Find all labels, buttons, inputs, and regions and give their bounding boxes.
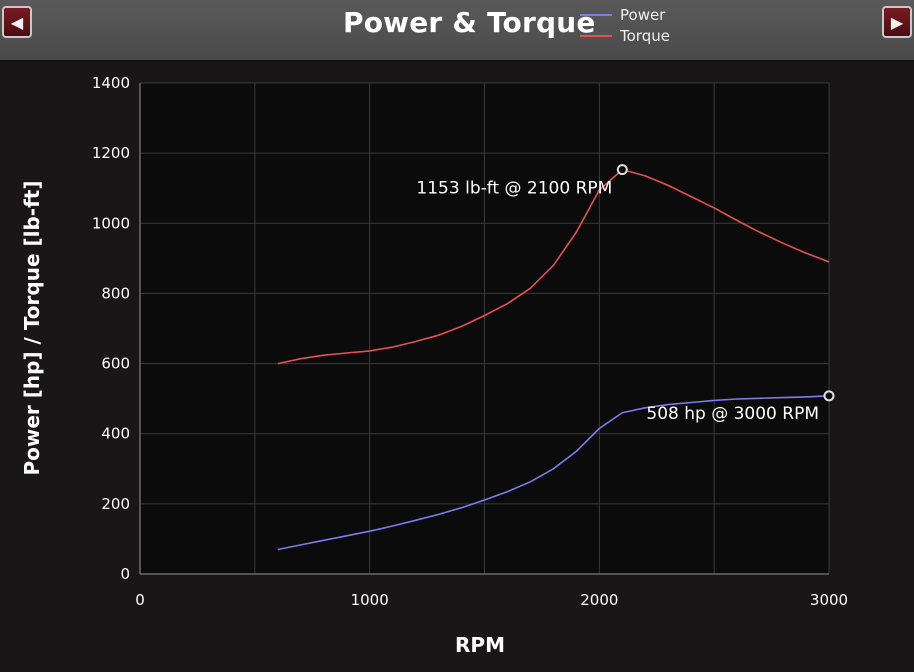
annotations: 1153 lb-ft @ 2100 RPM 508 hp @ 3000 RPM [416,164,835,424]
y-axis-ticks: 0 200 400 600 800 1000 1200 1400 [92,74,130,583]
x-tick-label: 1000 [351,591,389,609]
y-tick-label: 800 [101,284,130,302]
legend-label-torque: Torque [620,26,670,45]
peak-marker [616,164,628,176]
y-axis-label: Power [hp] / Torque [lb-ft] [20,180,44,475]
grid-lines [139,82,830,575]
peak-marker [823,390,835,402]
y-tick-label: 0 [120,565,130,583]
peak-annotation: 1153 lb-ft @ 2100 RPM [416,179,612,199]
next-button[interactable]: ▶ [882,6,912,38]
x-axis-label: RPM [455,633,505,657]
legend-item-power: Power [580,4,670,25]
legend-label-power: Power [620,5,666,24]
x-tick-label: 2000 [580,591,618,609]
data-series [277,168,830,551]
series-line-power [277,395,830,551]
previous-button[interactable]: ◀ [2,6,32,38]
legend-swatch-torque [580,34,612,37]
chevron-left-icon: ◀ [10,12,24,32]
x-tick-label: 0 [135,591,145,609]
chart-legend: Power Torque [580,4,670,46]
peak-annotation: 508 hp @ 3000 RPM [646,404,819,424]
y-tick-label: 200 [101,495,130,513]
legend-swatch-power [580,13,612,16]
y-tick-label: 1400 [92,74,130,92]
header-bar: ◀ Power & Torque Power Torque ▶ [0,0,914,62]
y-tick-label: 1200 [92,144,130,162]
legend-item-torque: Torque [580,25,670,46]
x-tick-label: 3000 [810,591,848,609]
series-line-torque [277,168,830,365]
y-tick-label: 600 [101,355,130,373]
chevron-right-icon: ▶ [890,12,904,32]
y-tick-label: 1000 [92,214,130,232]
page-title: Power & Torque [343,6,596,39]
y-tick-label: 400 [101,425,130,443]
x-axis-ticks: 0 1000 2000 3000 [135,591,848,609]
